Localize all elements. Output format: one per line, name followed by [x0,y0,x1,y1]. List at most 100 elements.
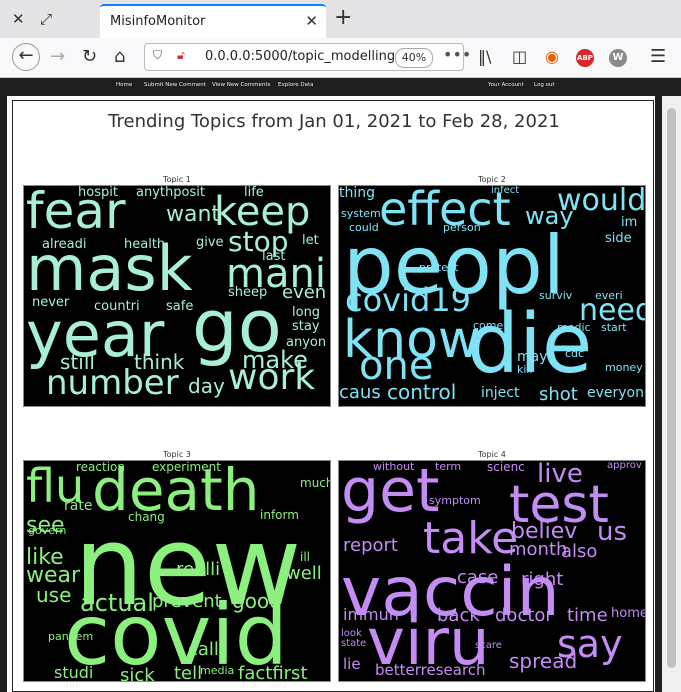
word-let: let [302,233,319,248]
word-side: side [605,231,632,246]
word-kill: kill [517,363,533,376]
word-stop: stop [228,225,289,258]
word-experiment: experiment [152,460,221,474]
word-countri: countri [94,299,140,314]
nav-home[interactable]: Home [116,82,133,88]
word-come: come [473,319,504,332]
word-also: also [561,541,598,562]
word-start: start [601,321,627,334]
word-inform: inform [260,508,299,522]
forward-icon[interactable]: → [50,46,66,67]
insecure-lock-icon[interactable]: 🔓︎ [177,48,185,62]
firefox-account-icon[interactable]: ◉ [545,47,559,66]
topic-3-wordcloud: death flu new covid see like wear use actual prev… [23,460,331,682]
menu-icon[interactable]: ☰ [650,46,667,67]
word-hospit: hospit [78,185,118,200]
new-tab-icon[interactable]: + [334,5,353,30]
nav-logout[interactable]: Log out [534,82,555,88]
word-person: person [443,221,481,234]
word-even: even [282,282,327,303]
word-one: one [359,343,434,389]
zoom-level[interactable]: 40% [395,48,433,68]
page-title: Trending Topics from Jan 01, 2021 to Feb… [108,111,560,132]
page-scrollbar[interactable] [662,96,681,692]
word-infect: infect [491,185,520,196]
word-term: term [435,460,462,473]
reload-icon[interactable]: ↻ [82,46,98,67]
shield-icon[interactable]: ⛉ [153,48,163,62]
nav-view-comments[interactable]: View New Comments [212,82,271,88]
word-inject: inject [481,385,520,401]
word-case: case [457,567,499,588]
page-actions-icon[interactable]: ••• [443,45,472,64]
word-call: call [188,639,219,660]
word-never: never [32,295,70,310]
word-system: system [341,207,381,220]
word-like: like [26,545,64,570]
browser-nav-bar: ← → ↻ ⌂ ⛉ 🔓︎ 0.0.0.0:5000/topic_modellin… [0,38,681,78]
word-anythposit: anythposit [136,185,205,200]
extension-icon[interactable]: W [609,49,627,67]
word-use: use [36,583,72,607]
nav-submit-comment[interactable]: Submit New Comment [144,82,206,88]
word-alreadi: alreadi [42,237,87,252]
word-test: test [509,475,609,535]
topic-1-wordcloud: fear keep mask mani year go number work still thi… [23,185,331,407]
topic-1-label: Topic 1 [163,175,191,184]
word-reaction: reaction [76,460,125,474]
word-without: without [373,460,415,473]
word-mani: mani [226,251,326,297]
word-still: still [60,350,95,374]
restore-window-icon[interactable]: ⤢ [40,10,53,28]
library-icon[interactable]: ‖\ [478,47,492,66]
word-back: back [437,605,480,626]
word-media: media [200,664,235,677]
word-good: good [232,589,282,613]
browser-tab[interactable]: MisinfoMonitor ✕ [100,4,326,38]
tab-close-icon[interactable]: ✕ [305,12,318,30]
word-doctor: doctor [495,605,553,626]
word-death: death [92,460,260,524]
topics-panel: Trending Topics from Jan 01, 2021 to Feb… [12,100,654,692]
word-new: new [74,502,302,630]
word-vaccin: vaccin [341,553,560,632]
sidebar-icon[interactable]: ◫ [512,47,528,66]
word-report: report [343,535,398,556]
word-home: home [611,606,646,621]
word-everi: everi [595,289,623,302]
nav-explore-data[interactable]: Explore Data [278,82,314,88]
word-give: give [196,235,224,250]
word-sick: sick [120,665,155,682]
word-time: time [567,605,608,626]
home-icon[interactable]: ⌂ [114,46,126,67]
adblock-icon[interactable]: ABP [576,49,594,67]
word-want: want [166,202,221,227]
word-shot: shot [539,384,578,405]
word-much: much [300,476,331,490]
word-could: could [349,221,379,234]
close-window-icon[interactable]: ✕ [12,10,25,28]
url-text[interactable]: 0.0.0.0:5000/topic_modelling [205,49,396,64]
word-scare: scare [475,640,502,651]
word-would: would [557,185,646,218]
word-number: number [46,363,179,403]
topic-4-wordcloud: get test vaccin viru take say live us believ repo… [338,460,646,682]
word-chang: chang [128,510,165,524]
word-stay: stay [292,319,320,334]
word-see: see [26,513,65,538]
word-know: know [343,310,481,370]
site-nav: Home Submit New Comment View New Comment… [0,78,681,94]
word-live: live [537,460,583,489]
word-mask: mask [26,232,193,305]
word-believ: believ [511,519,578,544]
back-icon[interactable]: ← [12,43,40,71]
word-effect: effect [379,185,511,236]
nav-your-account[interactable]: Your Account [488,82,524,88]
word-control: control [387,380,457,404]
word-lie: lie [343,655,361,673]
word-spread: spread [509,649,578,673]
word-thing: thing [339,185,376,201]
word-realli: realli [176,559,221,580]
url-bar[interactable]: ⛉ 🔓︎ 0.0.0.0:5000/topic_modelling 40% ••… [144,43,471,71]
scrollbar-thumb[interactable] [667,108,676,668]
